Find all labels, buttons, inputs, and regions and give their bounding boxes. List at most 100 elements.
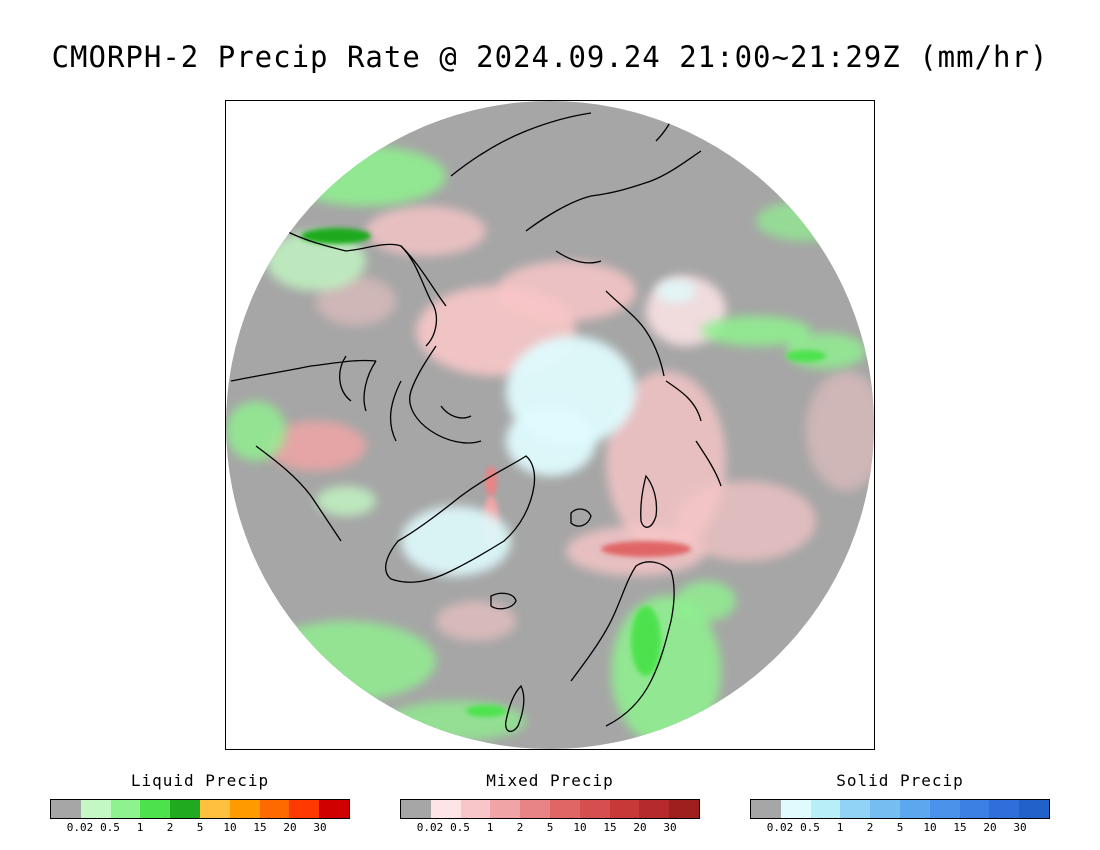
mixed-precip-area xyxy=(316,276,396,326)
solid-precip-area xyxy=(506,406,596,476)
legend-title-mixed: Mixed Precip xyxy=(486,771,614,790)
legend-tick-label: 0.5 xyxy=(800,821,820,834)
legend-swatch xyxy=(1019,800,1049,818)
legend-swatch xyxy=(870,800,900,818)
liquid-precip-area xyxy=(676,581,736,621)
legend-tick-label: 0.5 xyxy=(100,821,120,834)
legend-swatch xyxy=(170,800,200,818)
legend-swatch xyxy=(840,800,871,818)
legend-tick-label: 0.5 xyxy=(450,821,470,834)
svalbard-coastline xyxy=(570,508,592,527)
legend-swatch xyxy=(140,800,171,818)
legend-tick-label: 30 xyxy=(1013,821,1027,834)
legend-swatch xyxy=(430,800,461,818)
legend-ticks-liquid: 0.02 0.5 1 2 5 10 15 20 30 xyxy=(50,819,350,834)
russia-arctic-coastline xyxy=(605,290,722,487)
legend-swatch xyxy=(401,800,431,818)
legend-ticks-mixed: 0.02 0.5 1 2 5 10 15 20 30 xyxy=(400,819,700,834)
legend-swatch xyxy=(259,800,290,818)
heavier-liquid-band xyxy=(301,228,371,244)
legend-swatch xyxy=(460,800,491,818)
legend-tick-label: 15 xyxy=(253,821,267,834)
solid-precip-area xyxy=(656,279,696,303)
coastlines xyxy=(230,110,722,733)
legend-swatch xyxy=(669,800,699,818)
liquid-precip-area xyxy=(701,316,811,346)
legend-swatch xyxy=(520,800,550,818)
legend-swatch xyxy=(289,800,320,818)
legend-swatch xyxy=(929,800,960,818)
liquid-precip-area xyxy=(266,231,366,291)
legend-title-liquid: Liquid Precip xyxy=(130,771,270,790)
legend-swatch xyxy=(959,800,990,818)
legend-tick-label: 2 xyxy=(166,821,174,834)
liquid-precip-area xyxy=(316,486,376,516)
legend-title-solid: Solid Precip xyxy=(836,771,964,790)
legend-swatch xyxy=(899,800,930,818)
liquid-precip-area xyxy=(226,401,286,461)
legend-swatch xyxy=(319,800,349,818)
legend-tick-label: 10 xyxy=(573,821,587,834)
heavier-liquid-band xyxy=(631,606,661,676)
heavier-liquid-band xyxy=(786,350,826,362)
legend-swatch xyxy=(989,800,1020,818)
legend-tick-label: 2 xyxy=(866,821,874,834)
legend-tick-label: 1 xyxy=(136,821,144,834)
legend-tick-label: 1 xyxy=(486,821,494,834)
greenland-coastline xyxy=(385,455,536,583)
legend-swatch xyxy=(490,800,521,818)
legend-swatch xyxy=(549,800,580,818)
mixed-precip-area xyxy=(806,371,874,491)
solid-precip-areas xyxy=(401,279,696,576)
map-title: CMORPH-2 Precip Rate @ 2024.09.24 21:00~… xyxy=(51,40,1049,74)
iceland-coastline xyxy=(490,592,517,610)
legend-tick-label: 15 xyxy=(953,821,967,834)
heavier-liquid-bands xyxy=(301,228,826,717)
mixed-precip-area xyxy=(266,421,366,471)
alaska-border-line xyxy=(400,245,447,307)
mixed-precip-area xyxy=(676,481,816,561)
legend-swatch xyxy=(110,800,141,818)
legend-swatch xyxy=(639,800,670,818)
legend-tick-label: 15 xyxy=(603,821,617,834)
legend-swatch xyxy=(199,800,230,818)
scandinavia-coastline xyxy=(570,561,675,727)
legend-tick-label: 30 xyxy=(663,821,677,834)
mixed-precip-area xyxy=(366,206,486,256)
legend-swatch xyxy=(80,800,111,818)
liquid-precip-area xyxy=(256,621,436,701)
legend-tick-label: 0.02 xyxy=(416,821,444,834)
legend-swatch xyxy=(780,800,811,818)
legend-tick-label: 5 xyxy=(896,821,904,834)
legend-bar-liquid xyxy=(50,799,350,819)
legend-liquid: Liquid Precip 0.02 0.5 1 2 5 10 15 20 30 xyxy=(50,770,350,834)
heavier-mixed-band xyxy=(485,466,497,496)
siberia-coastline xyxy=(450,110,702,264)
legend-swatch xyxy=(609,800,640,818)
legend-tick-label: 20 xyxy=(983,821,997,834)
legend-swatch xyxy=(229,800,260,818)
legend-bar-solid xyxy=(750,799,1050,819)
legend-bar-mixed xyxy=(400,799,700,819)
liquid-precip-area xyxy=(386,701,526,741)
legend-tick-label: 0.02 xyxy=(766,821,794,834)
legend-tick-label: 20 xyxy=(633,821,647,834)
legend-tick-label: 2 xyxy=(516,821,524,834)
liquid-precip-area xyxy=(286,146,446,206)
novaya-zemlya-coastline xyxy=(640,474,658,528)
legend-tick-label: 1 xyxy=(836,821,844,834)
legend-tick-label: 5 xyxy=(196,821,204,834)
legend-swatch xyxy=(51,800,81,818)
legend-swatch xyxy=(810,800,841,818)
legend-tick-label: 10 xyxy=(223,821,237,834)
map-disk xyxy=(226,101,874,749)
legend-swatch xyxy=(579,800,610,818)
heavier-mixed-band xyxy=(601,541,691,557)
legend-tick-label: 10 xyxy=(923,821,937,834)
legend-mixed: Mixed Precip 0.02 0.5 1 2 5 10 15 20 30 xyxy=(400,770,700,834)
canada-archipelago-coastline xyxy=(339,345,482,444)
mixed-precip-area xyxy=(496,261,636,321)
legend-solid: Solid Precip 0.02 0.5 1 2 5 10 15 20 30 xyxy=(750,770,1050,834)
legend-swatch xyxy=(751,800,781,818)
polar-precip-map xyxy=(226,101,874,749)
